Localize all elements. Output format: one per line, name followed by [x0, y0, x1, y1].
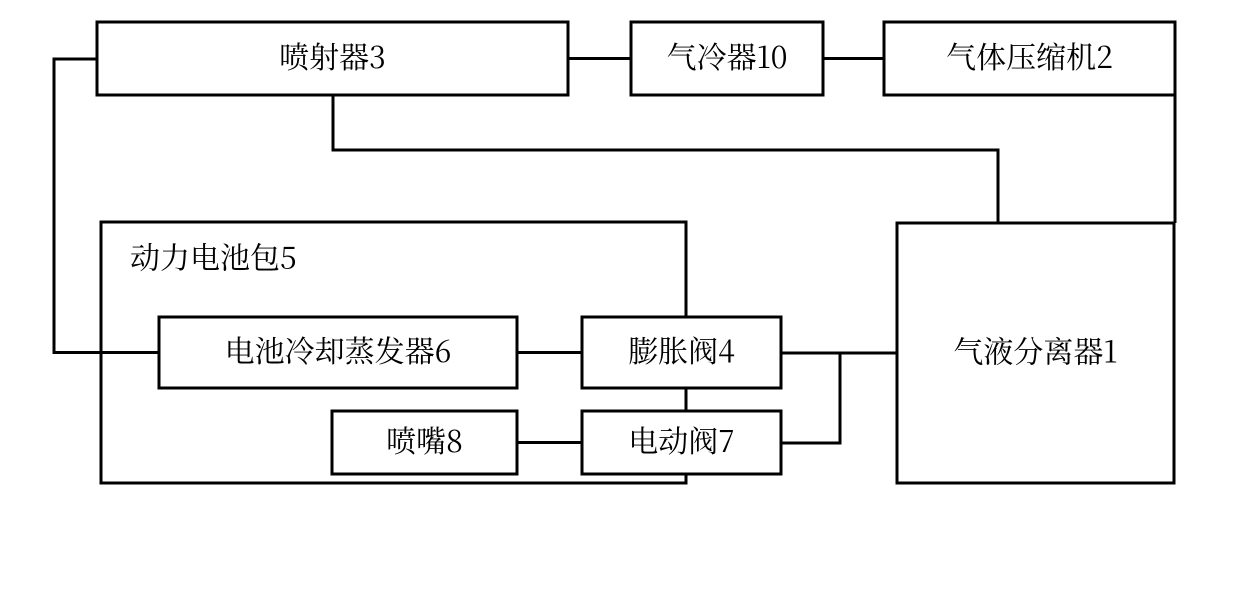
node-label-battery-evap: 电池冷却蒸发器6: [225, 327, 452, 371]
node-battery-evap: 电池冷却蒸发器6: [159, 317, 517, 388]
node-gas-cooler: 气冷器10: [631, 22, 823, 95]
node-separator: 气液分离器1: [897, 223, 1174, 483]
node-label-battery-pack: 动力电池包5: [130, 234, 297, 278]
node-ejector: 喷射器3: [97, 22, 568, 95]
node-label-nozzle: 喷嘴8: [386, 417, 463, 461]
node-compressor: 气体压缩机2: [884, 22, 1175, 95]
node-nozzle: 喷嘴8: [332, 411, 517, 474]
node-expansion-valve: 膨胀阀4: [582, 317, 781, 388]
edge-separator-to-electric: [781, 353, 840, 443]
node-label-compressor: 气体压缩机2: [946, 33, 1113, 77]
edge-evap-to-ejector: [54, 59, 159, 353]
node-label-separator: 气液分离器1: [953, 328, 1117, 372]
edge-separator-to-ejector: [333, 95, 998, 223]
node-label-gas-cooler: 气冷器10: [667, 33, 788, 77]
node-label-electric-valve: 电动阀7: [628, 417, 734, 461]
node-label-ejector: 喷射器3: [279, 33, 386, 77]
system-diagram: 动力电池包5 喷射器3 气冷器10 气体压缩机2 气液分离器1 电池冷却蒸发器6 喷嘴8 膨胀…: [0, 0, 1240, 608]
node-electric-valve: 电动阀7: [582, 411, 781, 474]
node-label-expansion-valve: 膨胀阀4: [628, 327, 735, 371]
